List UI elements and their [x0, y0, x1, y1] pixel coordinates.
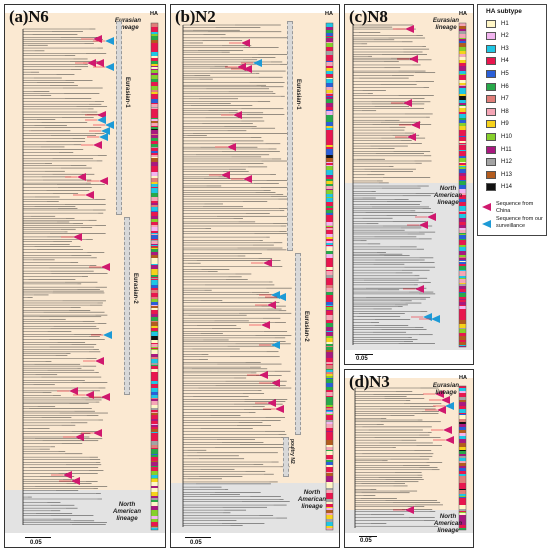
phylogenetic-tree-n6	[5, 13, 165, 533]
clade-bar-poultry-n2	[283, 437, 289, 477]
legend-swatch-h2	[486, 32, 496, 41]
china-sequence-marker-icon	[482, 203, 491, 211]
legend-swatch-h13	[486, 170, 496, 179]
eurasian-lineage-label-n3: Eurasian lineage	[432, 382, 460, 396]
legend-swatch-h1	[486, 19, 496, 28]
panel-title-n2: (b)N2	[175, 7, 216, 26]
legend-item-h6: H6	[486, 82, 509, 91]
ha-subtype-legend: HA subtype H1 H2 H3 H4 H5 H6 H7 H8 H9 H10 H11 H12 H1…	[477, 4, 547, 236]
legend-item-h12: H12	[486, 158, 512, 167]
panel-n8: (c)N8 Eurasian lineage North American li…	[344, 4, 474, 365]
legend-label-h4: H4	[501, 58, 509, 65]
legend-label-h5: H5	[501, 70, 509, 77]
panel-title-n6: (a)N6	[9, 7, 49, 26]
legend-item-h14: H14	[486, 183, 512, 192]
north-american-lineage-label-n3: North American lineage	[433, 513, 463, 534]
north-american-lineage-label-n2: North American lineage	[297, 489, 327, 510]
clade-label-eurasian-1-n2: Eurasian-1	[295, 79, 301, 110]
legend-item-h13: H13	[486, 170, 512, 179]
ha-column-header-n2: HA	[325, 11, 333, 17]
clade-bar-eurasian-1-n6	[116, 21, 122, 215]
legend-label-h9: H9	[501, 121, 509, 128]
legend-label-h1: H1	[501, 20, 509, 27]
legend-item-h7: H7	[486, 95, 509, 104]
clade-label-eurasian-1-n6: Eurasian-1	[124, 77, 130, 108]
scale-bar-n2	[185, 537, 211, 538]
legend-swatch-h11	[486, 145, 496, 154]
legend-item-h9: H9	[486, 120, 509, 129]
legend-swatch-h3	[486, 44, 496, 53]
north-american-lineage-label-n8: North American lineage	[433, 185, 463, 206]
legend-label-h6: H6	[501, 83, 509, 90]
legend-swatch-h8	[486, 107, 496, 116]
legend-swatch-h5	[486, 69, 496, 78]
legend-label-h8: H8	[501, 108, 509, 115]
panel-n2: (b)N2 North American lineage HA Eurasian…	[170, 4, 340, 548]
ha-column-header-n3: HA	[459, 375, 467, 381]
clade-label-eurasian-2-n6: Eurasian-2	[132, 273, 138, 304]
legend-item-h1: H1	[486, 19, 509, 28]
clade-bar-eurasian-1-n2	[287, 21, 293, 251]
scale-bar-n6	[25, 537, 51, 538]
legend-item-h11: H11	[486, 145, 512, 154]
panel-title-n8: (c)N8	[349, 7, 388, 26]
eurasian-lineage-label-n6: Eurasian lineage	[114, 17, 142, 31]
legend-label-h2: H2	[501, 33, 509, 40]
scale-label-n2: 0.05	[190, 540, 202, 546]
ha-column-header-n6: HA	[150, 11, 158, 17]
panel-n3: (d)N3 Eurasian lineage North American li…	[344, 369, 474, 548]
legend-label-h7: H7	[501, 96, 509, 103]
legend-item-h2: H2	[486, 32, 509, 41]
clade-label-eurasian-2-n2: Eurasian-2	[303, 311, 309, 342]
legend-item-h3: H3	[486, 44, 509, 53]
legend-item-h4: H4	[486, 57, 509, 66]
legend-label-h13: H13	[501, 171, 513, 178]
legend-china-label: Sequence from China	[496, 201, 534, 214]
legend-item-h5: H5	[486, 69, 509, 78]
phylogenetic-tree-n2	[171, 13, 339, 533]
legend-label-h12: H12	[501, 159, 513, 166]
legend-label-h11: H11	[501, 146, 512, 153]
phylogenetic-tree-n3	[345, 378, 473, 533]
legend-label-h3: H3	[501, 45, 509, 52]
clade-bar-eurasian-2-n6	[124, 217, 130, 395]
legend-label-h14: H14	[501, 184, 513, 191]
legend-item-h10: H10	[486, 132, 512, 141]
legend-swatch-h12	[486, 158, 496, 167]
panel-n6: (a)N6 Eurasian lineage North American li…	[4, 4, 166, 548]
scale-label-n3: 0.05	[360, 538, 372, 544]
scale-bar-n3	[359, 536, 377, 537]
ha-column-header-n8: HA	[459, 11, 467, 17]
legend-swatch-h6	[486, 82, 496, 91]
scale-bar-n8	[355, 354, 373, 355]
legend-swatch-h4	[486, 57, 496, 66]
north-american-lineage-label-n6: North American lineage	[112, 501, 142, 522]
legend-swatch-h14	[486, 183, 496, 192]
scale-label-n6: 0.05	[30, 540, 42, 546]
legend-title: HA subtype	[486, 8, 522, 15]
legend-surveillance-label: Sequence from our surveillance	[496, 216, 543, 229]
legend-swatch-h9	[486, 120, 496, 129]
surveillance-sequence-marker-icon	[482, 220, 491, 228]
eurasian-lineage-label-n8: Eurasian lineage	[432, 17, 460, 31]
legend-item-h8: H8	[486, 107, 509, 116]
clade-bar-eurasian-2-n2	[295, 253, 301, 435]
panel-title-n3: (d)N3	[349, 372, 390, 391]
clade-label-poultry-n2: poultry N2	[289, 439, 295, 464]
legend-label-h10: H10	[501, 133, 513, 140]
phylogenetic-tree-n8	[345, 13, 473, 350]
legend-swatch-h10	[486, 132, 496, 141]
legend-swatch-h7	[486, 95, 496, 104]
scale-label-n8: 0.05	[356, 356, 368, 362]
